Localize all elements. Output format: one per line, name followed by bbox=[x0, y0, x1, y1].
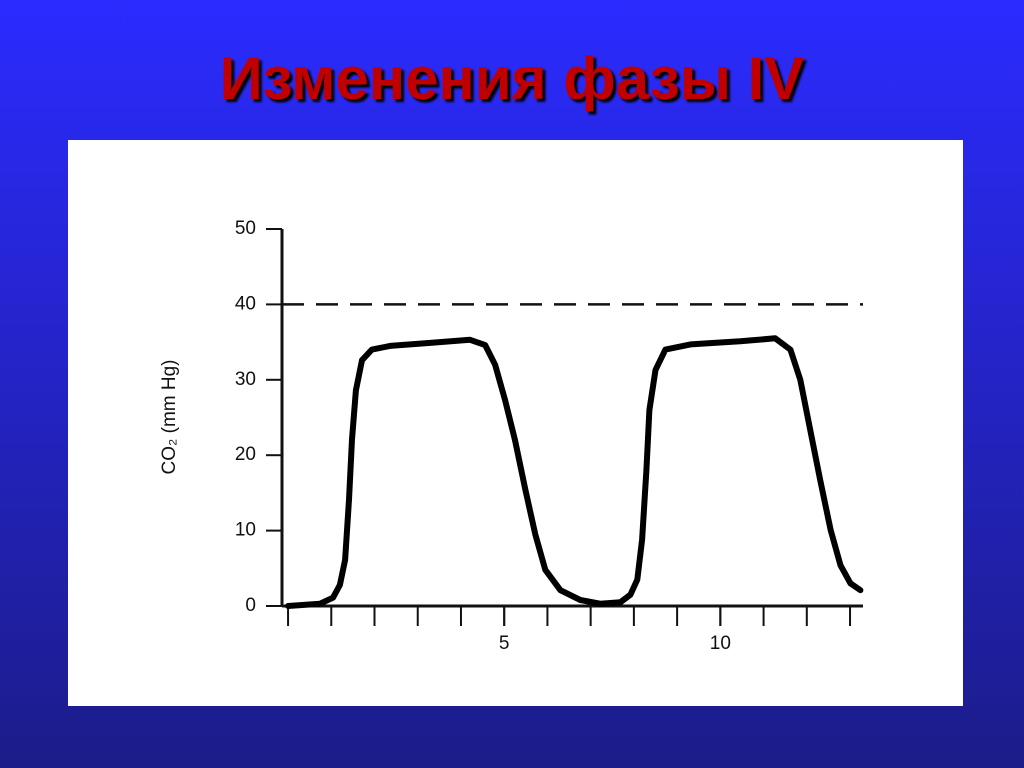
slide-title: Изменения фазы IV bbox=[219, 45, 805, 112]
co2-curve bbox=[285, 335, 864, 609]
chart-panel bbox=[68, 140, 963, 706]
y-tick-label: 0 bbox=[245, 595, 256, 616]
y-axis-label: CO₂ (mm Hg) bbox=[159, 359, 180, 474]
x-tick-label: 5 bbox=[499, 633, 510, 654]
y-tick-label: 20 bbox=[235, 444, 256, 465]
y-tick-label: 50 bbox=[235, 218, 256, 239]
y-tick-label: 30 bbox=[235, 369, 256, 390]
x-tick-label: 10 bbox=[710, 633, 731, 654]
y-tick-label: 40 bbox=[235, 293, 256, 314]
y-tick-label: 10 bbox=[235, 520, 256, 541]
